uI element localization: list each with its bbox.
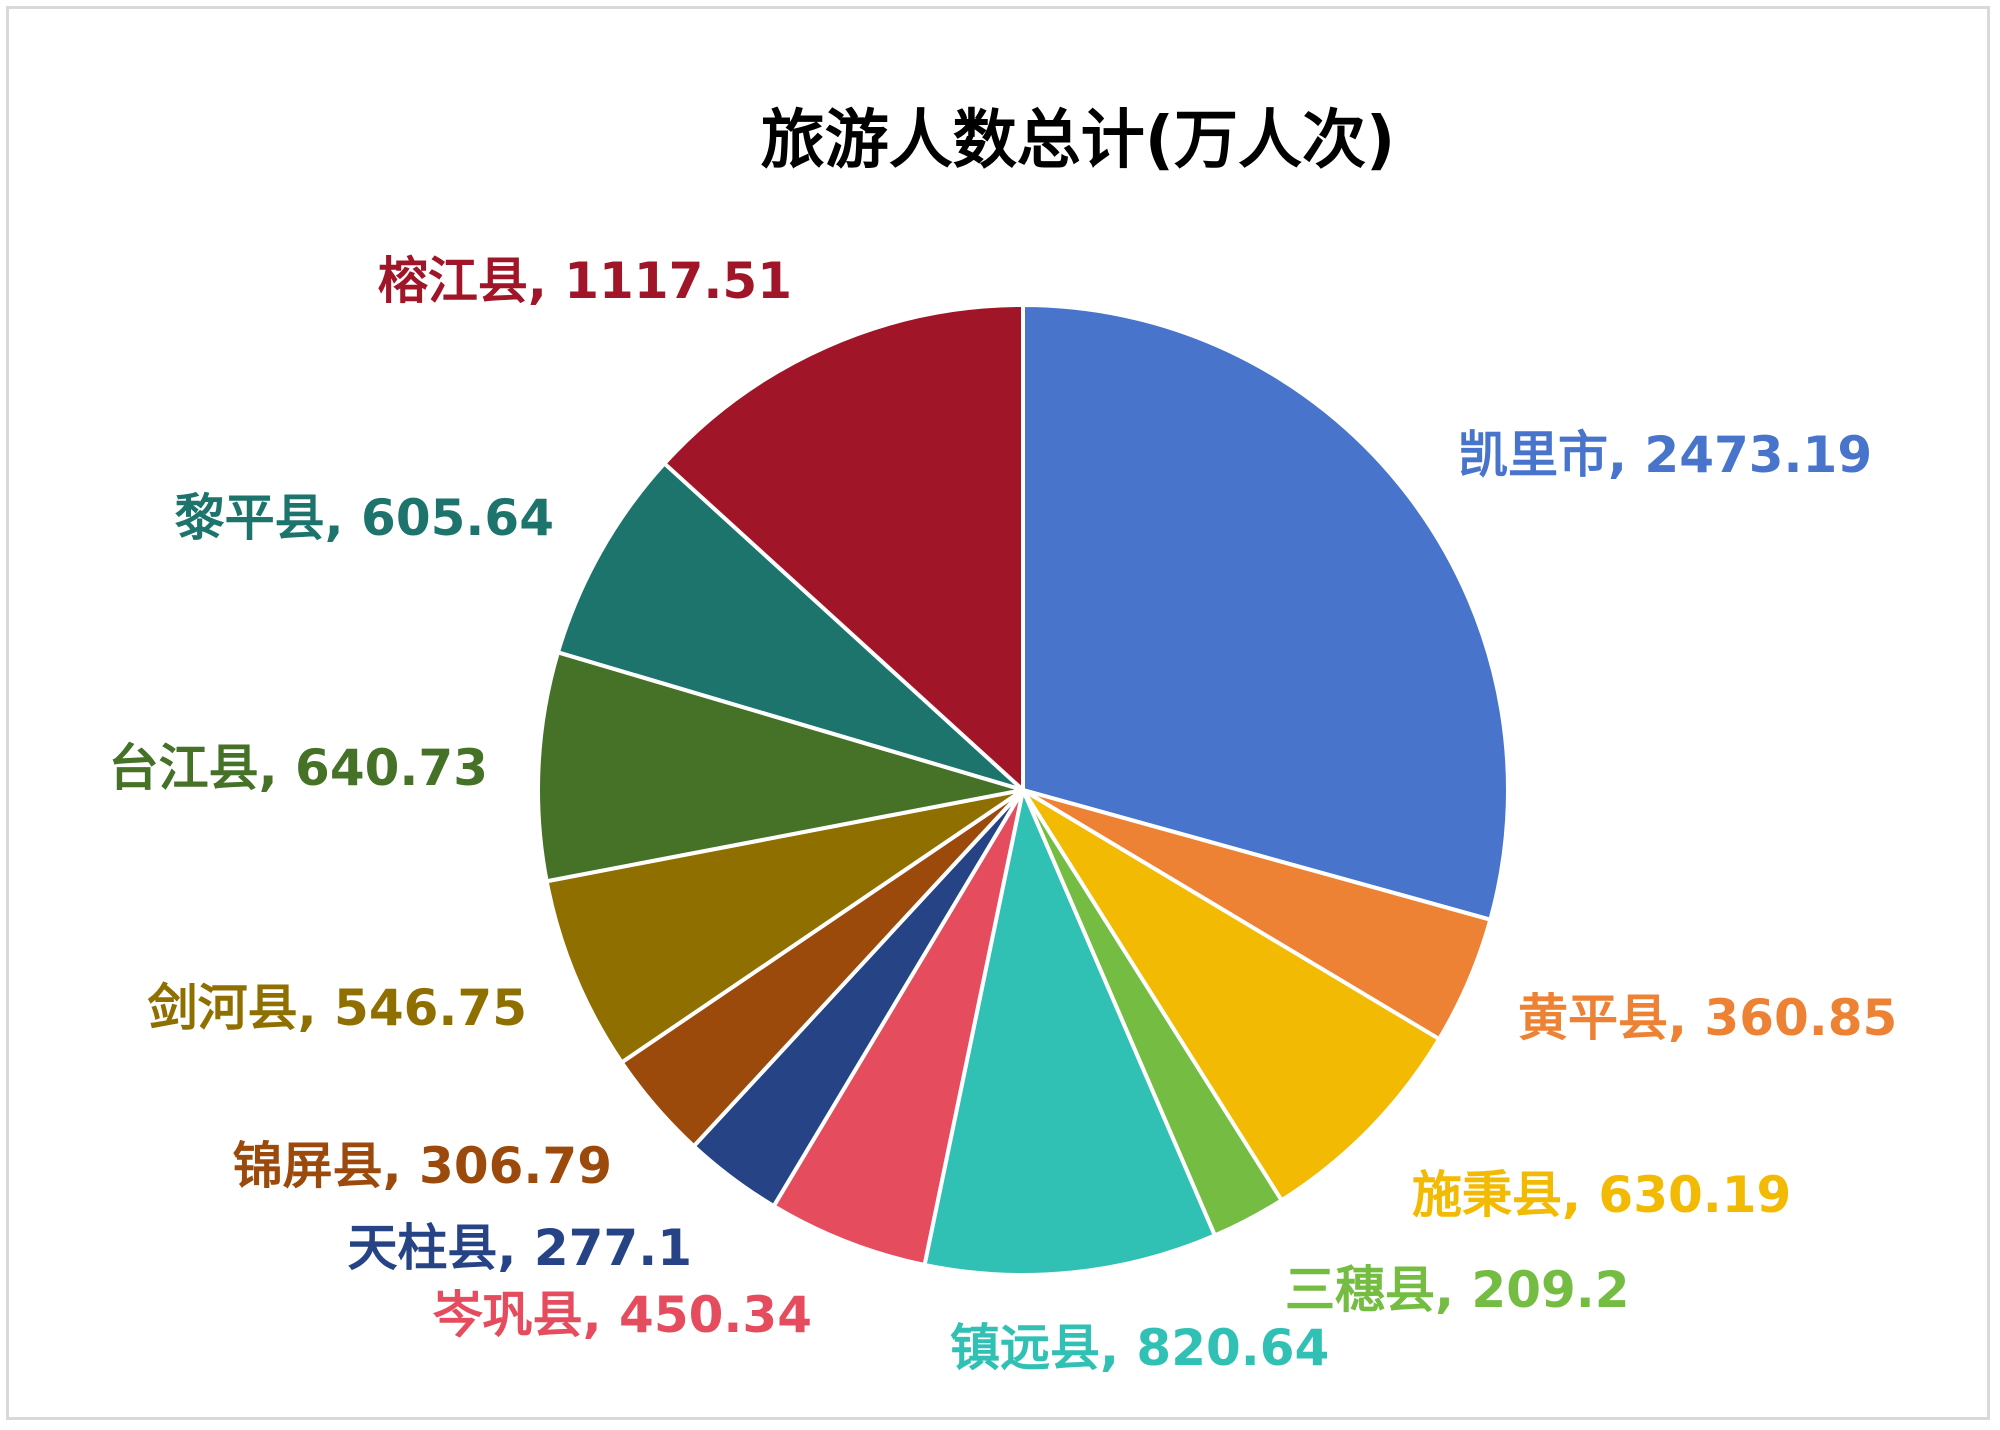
pie-slice-9 — [544, 788, 1025, 1065]
chart-title: 旅游人数总计(万人次) — [761, 104, 1396, 178]
slice-label-9: 剑河县, 546.75 — [148, 979, 527, 1037]
pie-slice-5 — [922, 788, 1217, 1277]
pie-slice-1 — [1021, 303, 1510, 922]
pie-labels: 凯里市, 2473.19 黄平县, 360.85 施秉县, 630.19 三穗县, 2… — [109, 252, 1898, 1377]
slice-label-4: 三穗县, 209.2 — [1285, 1261, 1630, 1319]
slice-label-2: 黄平县, 360.85 — [1518, 989, 1897, 1047]
pie-slice-10 — [536, 650, 1025, 884]
slice-label-7: 天柱县, 277.1 — [347, 1219, 692, 1277]
pie-slice-12 — [662, 303, 1025, 792]
pie-slices — [536, 303, 1510, 1277]
pie-slice-6 — [771, 788, 1025, 1267]
slice-label-12: 榕江县, 1117.51 — [378, 252, 792, 310]
pie-slice-3 — [1021, 788, 1442, 1203]
slice-label-1: 凯里市, 2473.19 — [1458, 426, 1872, 484]
slice-label-6: 岑巩县, 450.34 — [433, 1286, 812, 1344]
pie-slice-11 — [555, 461, 1025, 792]
slice-label-5: 镇远县, 820.64 — [950, 1319, 1329, 1377]
slice-label-3: 施秉县, 630.19 — [1412, 1166, 1791, 1224]
slice-label-11: 黎平县, 605.64 — [175, 489, 554, 547]
slice-label-10: 台江县, 640.73 — [109, 739, 488, 797]
slice-label-8: 锦屏县, 306.79 — [233, 1137, 612, 1195]
